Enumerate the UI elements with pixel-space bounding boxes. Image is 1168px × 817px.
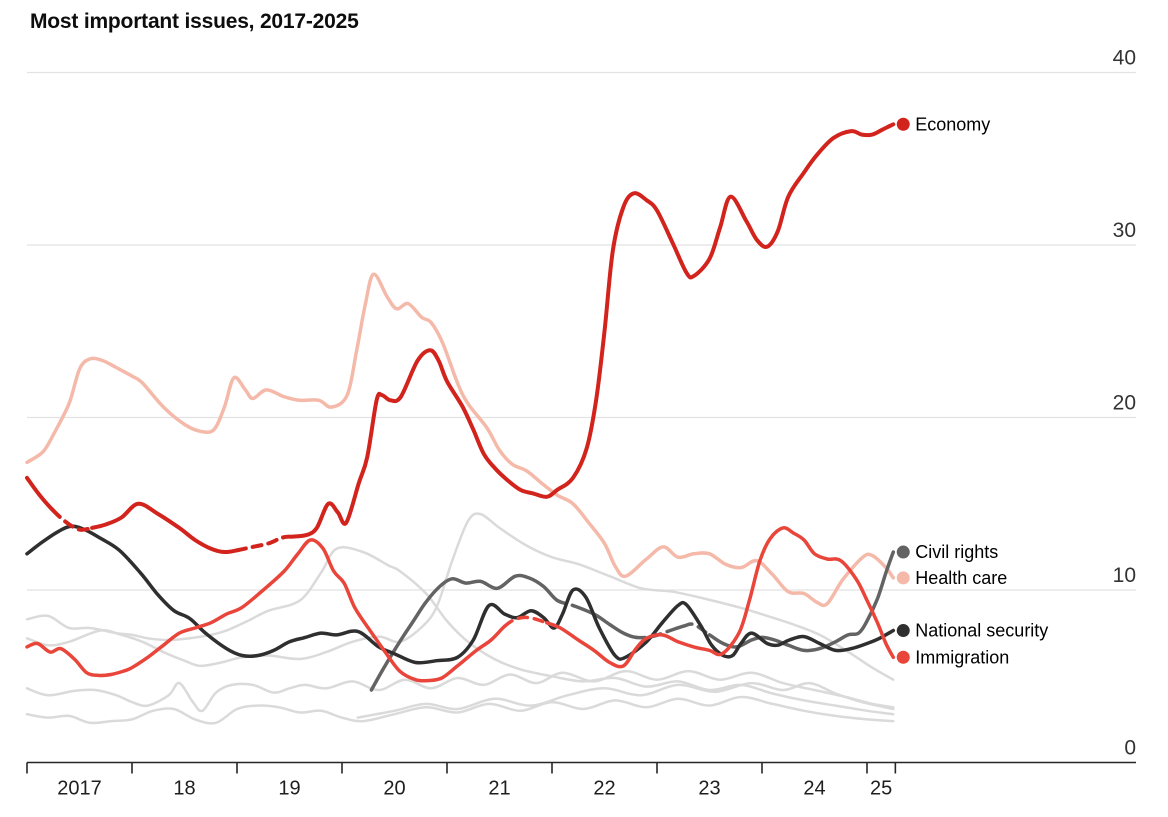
legend-dot-national-security <box>896 624 910 638</box>
y-axis-label-20: 20 <box>1113 392 1136 415</box>
x-axis-label-24: 24 <box>803 778 825 800</box>
series-line-other-issue-3 <box>25 669 895 713</box>
y-axis-label-40: 40 <box>1113 47 1136 70</box>
x-axis-label-20: 20 <box>383 778 405 800</box>
legend-label-immigration: Immigration <box>915 647 1009 667</box>
series-line-other-issue-5 <box>356 681 895 719</box>
y-axis-label-30: 30 <box>1113 219 1136 242</box>
series-line-health-care <box>25 272 896 608</box>
x-axis-label-25: 25 <box>870 778 892 800</box>
series-line-dashed-immigration <box>502 615 549 628</box>
legend-label-health-care: Health care <box>915 568 1007 588</box>
x-axis-label-19: 19 <box>278 778 300 800</box>
y-axis-label-0: 0 <box>1124 737 1136 760</box>
x-axis-label-2017: 2017 <box>57 778 102 800</box>
y-axis-label-10: 10 <box>1113 564 1136 587</box>
x-axis-label-23: 23 <box>698 778 720 800</box>
legend-dot-health-care <box>896 571 910 585</box>
series-line-other-issue-4 <box>25 695 895 725</box>
series-line-civil-rights <box>369 550 896 692</box>
series-line-economy <box>25 122 896 555</box>
legend-label-economy: Economy <box>915 114 990 134</box>
series-line-other-issue-2 <box>25 512 895 681</box>
series-line-dashed-economy <box>51 508 286 553</box>
legend-dot-economy <box>896 117 910 131</box>
chart-title: Most important issues, 2017-2025 <box>30 10 359 33</box>
legend-label-national-security: National security <box>915 621 1048 641</box>
series-line-immigration <box>25 526 896 683</box>
series-line-other-issue-1 <box>25 546 895 716</box>
x-axis-label-22: 22 <box>593 778 615 800</box>
x-axis-label-21: 21 <box>488 778 510 800</box>
legend-dot-civil-rights <box>896 545 910 559</box>
x-axis-label-18: 18 <box>173 778 195 800</box>
legend-dot-immigration <box>896 650 910 664</box>
legend-label-civil-rights: Civil rights <box>915 542 998 562</box>
series-line-national-security <box>25 524 896 665</box>
